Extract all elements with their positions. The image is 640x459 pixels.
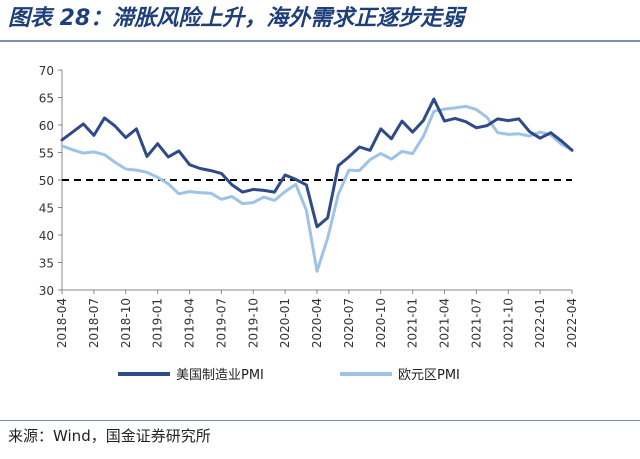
x-tick-label: 2019-04: [183, 298, 197, 348]
x-tick-label: 2021-01: [406, 298, 420, 348]
x-tick-label: 2021-04: [438, 298, 452, 348]
x-tick-label: 2021-07: [469, 298, 483, 348]
y-tick-label: 45: [39, 202, 54, 216]
y-tick-label: 60: [39, 119, 54, 133]
x-tick-label: 2020-10: [374, 298, 388, 348]
x-tick-label: 2022-01: [533, 298, 547, 348]
x-tick-label: 2020-07: [342, 298, 356, 348]
x-tick-label: 2019-10: [246, 298, 260, 348]
source-divider: [0, 420, 640, 421]
x-tick-label: 2021-10: [501, 298, 515, 348]
x-tick-label: 2018-10: [119, 298, 133, 348]
series-line-1: [60, 97, 574, 229]
title-divider: [0, 40, 640, 42]
chart-axes: 30 35 40 45 50 55 60 65 70 2018-04 2018-07 2018-10 2…: [39, 64, 579, 348]
legend-label-1: 美国制造业PMI: [176, 368, 264, 383]
y-tick-label: 70: [39, 64, 54, 78]
chart-legend: 美国制造业PMI 欧元区PMI: [118, 368, 460, 383]
y-tick-label: 55: [39, 147, 54, 161]
x-tick-label: 2018-07: [87, 298, 101, 348]
x-tick-label: 2019-01: [151, 298, 165, 348]
source-text: Wind，国金证券研究所: [53, 427, 211, 445]
y-tick-label: 30: [39, 284, 54, 298]
y-tick-label: 65: [39, 92, 54, 106]
source-note: 来源：Wind，国金证券研究所: [8, 425, 211, 446]
x-tick-label: 2020-01: [278, 298, 292, 348]
y-tick-label: 50: [39, 174, 54, 188]
x-tick-label: 2022-04: [565, 298, 579, 348]
x-tick-label: 2018-04: [55, 298, 69, 348]
legend-label-2: 欧元区PMI: [398, 368, 460, 383]
y-tick-label: 40: [39, 229, 54, 243]
x-tick-label: 2019-07: [214, 298, 228, 348]
series-line-2: [60, 104, 574, 273]
pmi-line-chart: 30 35 40 45 50 55 60 65 70 2018-04 2018-07 2018-10 2…: [39, 64, 579, 383]
series-lines: [60, 97, 574, 273]
source-prefix: 来源：: [8, 427, 54, 445]
x-tick-label: 2020-04: [310, 298, 324, 348]
y-tick-label: 35: [39, 257, 54, 271]
figure-title: 图表 28：滞胀风险上升，海外需求正逐步走弱: [8, 6, 465, 31]
